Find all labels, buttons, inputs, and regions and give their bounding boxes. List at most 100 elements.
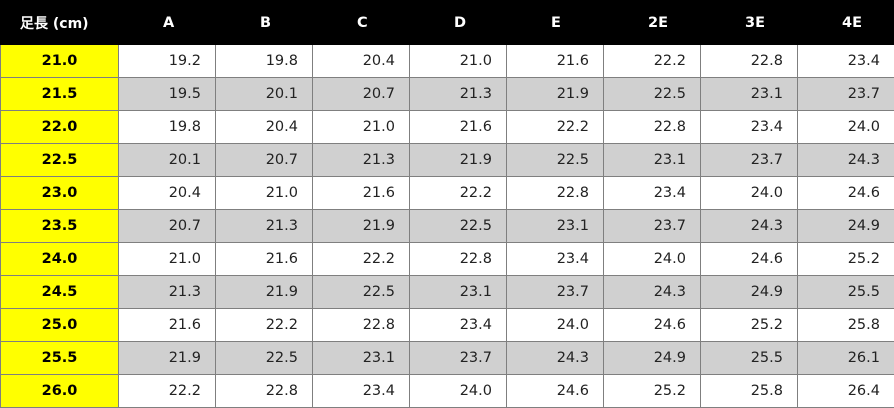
size-value-cell: 23.7	[701, 144, 798, 177]
size-value-cell: 22.2	[604, 45, 701, 78]
header-row: 足長 (cm) A B C D E 2E 3E 4E	[1, 1, 894, 45]
width-header-4e: 4E	[798, 1, 894, 45]
width-header-e: E	[507, 1, 604, 45]
table-header: 足長 (cm) A B C D E 2E 3E 4E	[1, 1, 894, 45]
width-header-a: A	[119, 1, 216, 45]
size-value-cell: 25.2	[604, 375, 701, 408]
size-value-cell: 23.1	[410, 276, 507, 309]
size-value-cell: 22.5	[604, 78, 701, 111]
size-value-cell: 21.6	[410, 111, 507, 144]
size-value-cell: 24.0	[507, 309, 604, 342]
size-value-cell: 24.9	[604, 342, 701, 375]
size-value-cell: 21.9	[119, 342, 216, 375]
size-value-cell: 24.0	[410, 375, 507, 408]
size-value-cell: 26.1	[798, 342, 894, 375]
size-value-cell: 23.4	[313, 375, 410, 408]
size-value-cell: 23.4	[604, 177, 701, 210]
size-value-cell: 21.0	[119, 243, 216, 276]
foot-length-cell: 22.5	[1, 144, 119, 177]
size-value-cell: 20.7	[216, 144, 313, 177]
size-value-cell: 23.7	[604, 210, 701, 243]
size-value-cell: 22.2	[507, 111, 604, 144]
foot-length-cell: 21.5	[1, 78, 119, 111]
width-header-2e: 2E	[604, 1, 701, 45]
size-value-cell: 24.6	[604, 309, 701, 342]
size-value-cell: 21.6	[119, 309, 216, 342]
size-value-cell: 20.1	[119, 144, 216, 177]
foot-length-cell: 24.0	[1, 243, 119, 276]
size-value-cell: 24.0	[701, 177, 798, 210]
size-value-cell: 20.4	[216, 111, 313, 144]
foot-length-cell: 23.5	[1, 210, 119, 243]
size-value-cell: 22.2	[410, 177, 507, 210]
size-value-cell: 25.2	[701, 309, 798, 342]
size-value-cell: 21.3	[119, 276, 216, 309]
foot-length-header: 足長 (cm)	[1, 1, 119, 45]
size-value-cell: 24.6	[798, 177, 894, 210]
size-value-cell: 23.4	[701, 111, 798, 144]
foot-length-cell: 25.5	[1, 342, 119, 375]
size-value-cell: 22.8	[216, 375, 313, 408]
width-header-d: D	[410, 1, 507, 45]
size-value-cell: 25.8	[798, 309, 894, 342]
size-value-cell: 21.3	[313, 144, 410, 177]
size-value-cell: 22.8	[313, 309, 410, 342]
size-value-cell: 24.3	[798, 144, 894, 177]
foot-length-cell: 22.0	[1, 111, 119, 144]
size-value-cell: 25.5	[798, 276, 894, 309]
size-value-cell: 21.0	[216, 177, 313, 210]
size-value-cell: 21.3	[216, 210, 313, 243]
size-value-cell: 22.5	[313, 276, 410, 309]
size-value-cell: 24.9	[701, 276, 798, 309]
size-value-cell: 23.1	[604, 144, 701, 177]
size-value-cell: 24.3	[701, 210, 798, 243]
size-value-cell: 23.4	[410, 309, 507, 342]
size-value-cell: 22.8	[410, 243, 507, 276]
size-value-cell: 20.7	[119, 210, 216, 243]
size-value-cell: 21.9	[216, 276, 313, 309]
size-value-cell: 25.5	[701, 342, 798, 375]
size-value-cell: 23.1	[701, 78, 798, 111]
size-value-cell: 26.4	[798, 375, 894, 408]
foot-length-cell: 24.5	[1, 276, 119, 309]
foot-length-cell: 26.0	[1, 375, 119, 408]
size-value-cell: 20.7	[313, 78, 410, 111]
size-value-cell: 21.0	[313, 111, 410, 144]
size-value-cell: 23.4	[507, 243, 604, 276]
size-value-cell: 23.1	[507, 210, 604, 243]
size-value-cell: 22.2	[119, 375, 216, 408]
size-value-cell: 21.6	[507, 45, 604, 78]
size-value-cell: 19.8	[119, 111, 216, 144]
size-value-cell: 25.2	[798, 243, 894, 276]
size-value-cell: 23.7	[507, 276, 604, 309]
size-value-cell: 22.5	[410, 210, 507, 243]
size-value-cell: 19.2	[119, 45, 216, 78]
size-value-cell: 23.1	[313, 342, 410, 375]
size-value-cell: 21.0	[410, 45, 507, 78]
size-value-cell: 24.3	[604, 276, 701, 309]
size-value-cell: 21.9	[410, 144, 507, 177]
foot-length-cell: 23.0	[1, 177, 119, 210]
size-value-cell: 22.2	[216, 309, 313, 342]
size-value-cell: 22.5	[216, 342, 313, 375]
size-value-cell: 22.8	[604, 111, 701, 144]
size-value-cell: 24.9	[798, 210, 894, 243]
size-value-cell: 20.4	[119, 177, 216, 210]
size-value-cell: 24.6	[701, 243, 798, 276]
width-header-c: C	[313, 1, 410, 45]
size-value-cell: 21.9	[313, 210, 410, 243]
size-value-cell: 21.6	[313, 177, 410, 210]
size-value-cell: 24.0	[798, 111, 894, 144]
size-value-cell: 22.5	[507, 144, 604, 177]
size-value-cell: 22.8	[507, 177, 604, 210]
size-value-cell: 25.8	[701, 375, 798, 408]
